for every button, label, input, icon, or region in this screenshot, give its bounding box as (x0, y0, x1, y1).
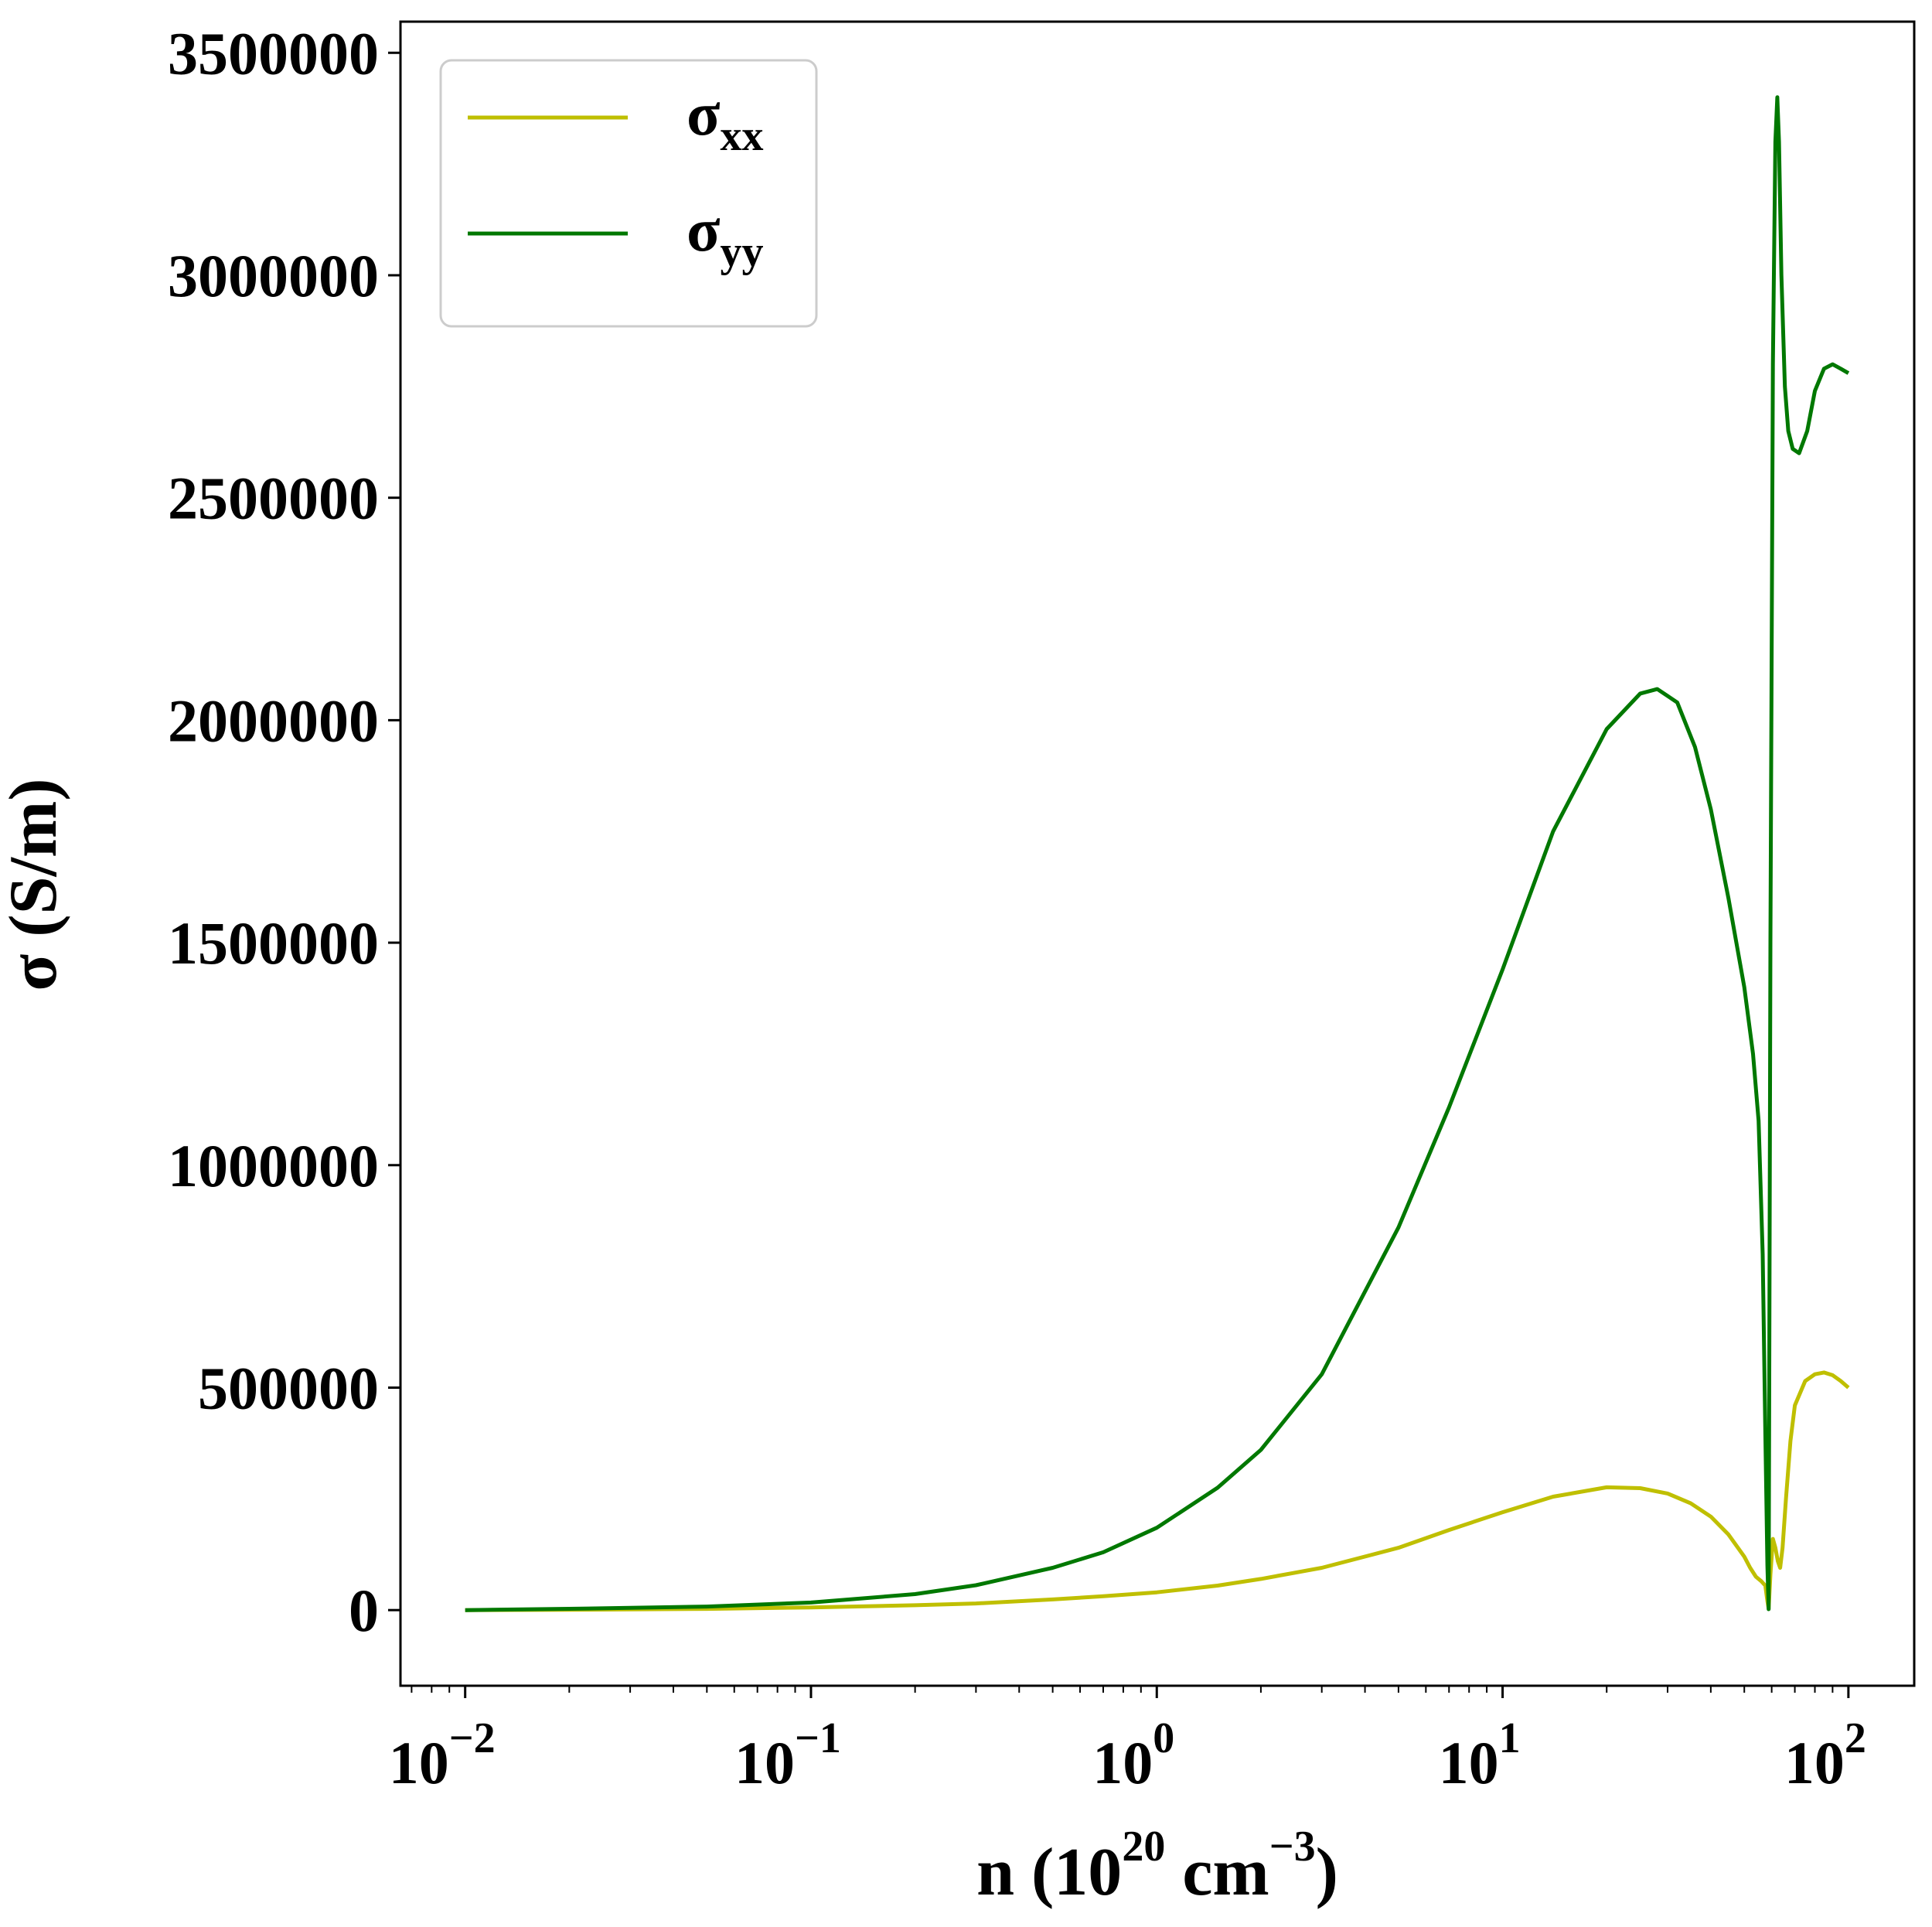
y-tick-label: 1000000 (168, 1132, 379, 1199)
x-tick-label: 101 (1439, 1714, 1521, 1796)
x-tick-label: 10−2 (389, 1714, 496, 1796)
y-axis: 0 500000 1000000 1500000 2000000 2500000 30000… (168, 19, 400, 1644)
y-tick-label: 500000 (198, 1354, 379, 1421)
y-tick-label: 2500000 (168, 465, 379, 532)
series-line-sigma-yy (465, 95, 1850, 1612)
y-tick-label: 2000000 (168, 687, 379, 754)
y-tick-label: 0 (349, 1577, 379, 1644)
x-tick-label: 10−1 (734, 1714, 841, 1796)
x-tick-label: 100 (1092, 1714, 1174, 1796)
y-tick-label: 3000000 (168, 242, 379, 309)
y-axis-title: σ (S/m) (0, 778, 71, 991)
legend-label-sigma-yy: σyy (687, 196, 764, 276)
x-axis: 10−2 10−1 100 101 102 (389, 1686, 1866, 1796)
legend-box (439, 59, 818, 328)
legend: σxx σyy (439, 59, 818, 328)
x-tick-label: 102 (1784, 1714, 1866, 1796)
legend-label-sigma-xx: σxx (687, 80, 764, 160)
series-layer (465, 95, 1850, 1612)
x-axis-title: n (1020 cm−3) (976, 1823, 1338, 1910)
y-tick-label: 3500000 (168, 19, 379, 87)
series-line-sigma-xx (465, 1370, 1850, 1612)
y-tick-label: 1500000 (168, 909, 379, 977)
